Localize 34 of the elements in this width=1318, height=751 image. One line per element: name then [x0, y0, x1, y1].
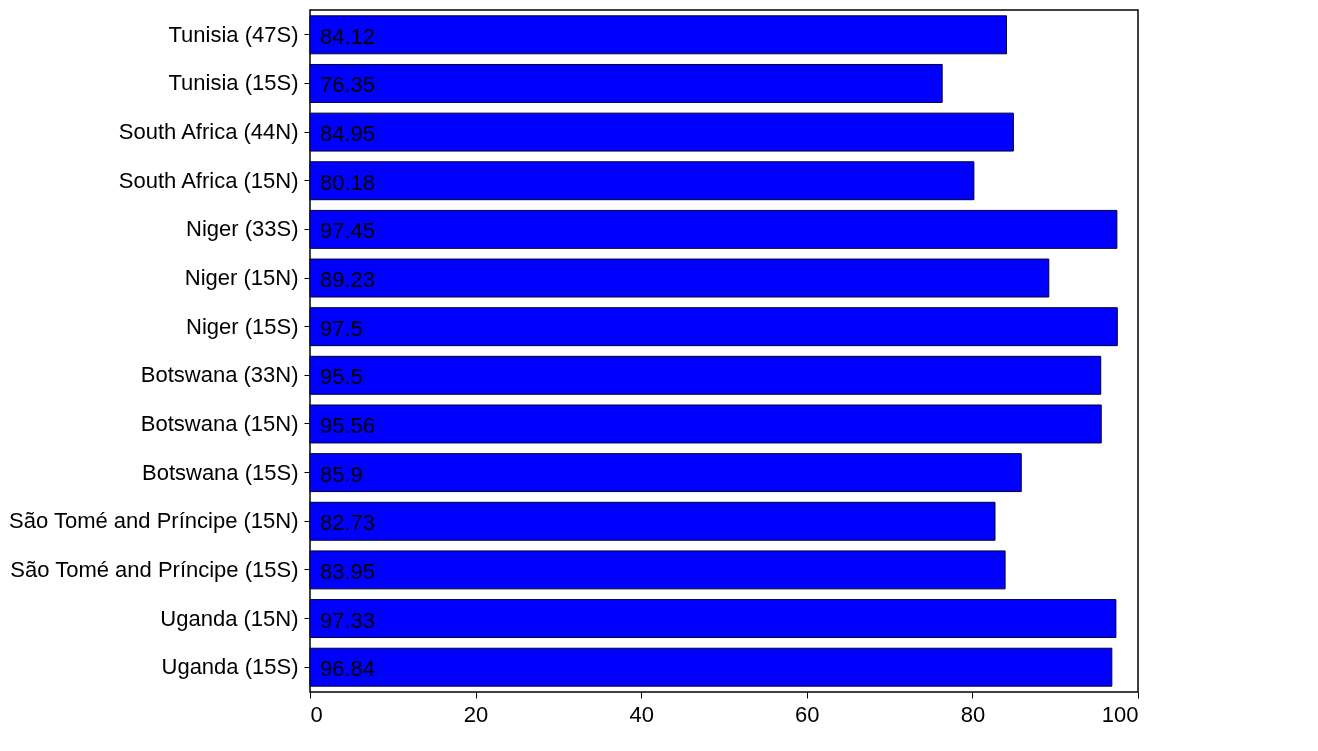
- y-tick-label: Botswana (15S): [141, 459, 299, 485]
- data-label: 85.9: [320, 461, 363, 487]
- y-tick-label: Botswana (33N): [140, 362, 299, 388]
- data-label: 80.18: [320, 169, 376, 195]
- y-tick-label: South Africa (44N): [118, 119, 299, 145]
- x-tick-label: 20: [463, 701, 489, 727]
- data-label: 83.95: [320, 558, 376, 584]
- y-tick-label: South Africa (15N): [118, 167, 299, 193]
- x-tick-label: 40: [629, 701, 654, 727]
- y-tick-label: Tunisia (15S): [168, 70, 299, 96]
- data-label: 84.12: [320, 23, 376, 49]
- y-tick-label: Botswana (15N): [140, 410, 299, 436]
- data-label: 96.84: [320, 656, 376, 682]
- y-tick-label: São Tomé and Príncipe (15S): [10, 556, 299, 582]
- y-tick-label: Uganda (15N): [160, 605, 299, 631]
- x-tick-label: 80: [960, 701, 986, 727]
- x-tick-label: 60: [795, 701, 820, 727]
- y-tick-label: Niger (33S): [186, 216, 299, 242]
- y-tick-label: Niger (15S): [186, 313, 299, 339]
- data-label: 97.33: [320, 607, 376, 633]
- y-tick-label: Tunisia (47S): [168, 21, 299, 47]
- x-tick-label: 0: [310, 701, 323, 727]
- data-label: 95.5: [320, 364, 363, 390]
- data-label: 84.95: [320, 121, 376, 147]
- y-tick-label: Niger (15N): [184, 265, 299, 291]
- data-label: 89.23: [320, 267, 376, 293]
- x-tick-label: 100: [1101, 701, 1139, 727]
- data-label: 97.5: [320, 315, 363, 341]
- y-tick-label: São Tomé and Príncipe (15N): [9, 508, 299, 534]
- data-label: 95.56: [320, 412, 376, 438]
- y-tick-label: Uganda (15S): [161, 654, 299, 680]
- data-label: 97.45: [320, 218, 376, 244]
- data-label: 82.73: [320, 510, 376, 536]
- data-label: 76.35: [320, 72, 376, 98]
